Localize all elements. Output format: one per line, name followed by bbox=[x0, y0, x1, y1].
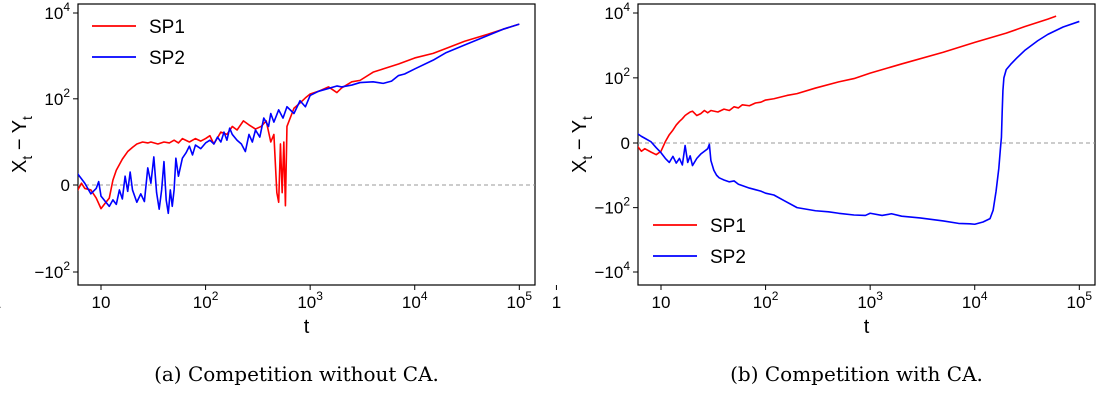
figure-caption: (a) Competition without CA. bbox=[154, 362, 439, 386]
legend-label-sp1: SP1 bbox=[710, 216, 746, 237]
panel-b: 1 10 102 103 104 105 104 102 0 −102 −104 t Xt − Yt SP… bbox=[552, 0, 1096, 386]
y-tick-label: −102 bbox=[34, 259, 70, 282]
plot-frame bbox=[637, 3, 1096, 286]
y-tick-label: 102 bbox=[44, 86, 70, 109]
x-tick-label: 10 bbox=[92, 293, 111, 312]
x-tick-label: 102 bbox=[193, 289, 219, 312]
legend-label-sp1: SP1 bbox=[149, 17, 185, 38]
x-axis-label: t bbox=[864, 316, 870, 338]
y-tick-label: −102 bbox=[594, 195, 630, 218]
y-tick-label: 104 bbox=[604, 0, 630, 23]
y-axis-label: Xt − Yt bbox=[9, 116, 35, 173]
y-tick-label: 104 bbox=[44, 0, 70, 23]
y-tick-label: 0 bbox=[621, 134, 630, 153]
y-tick-label: 102 bbox=[604, 65, 630, 88]
x-tick-label: 105 bbox=[507, 289, 533, 312]
x-tick-label: 1 bbox=[0, 293, 1, 312]
plot-frame bbox=[77, 3, 536, 286]
y-tick-label: −104 bbox=[594, 259, 630, 282]
x-tick-label: 1 bbox=[552, 293, 561, 312]
x-tick-label: 10 bbox=[652, 293, 671, 312]
series-line-sp2 bbox=[78, 23, 520, 215]
x-tick-label: 104 bbox=[402, 289, 428, 312]
x-tick-label: 103 bbox=[857, 289, 883, 312]
x-tick-label: 102 bbox=[753, 289, 779, 312]
x-tick-label: 104 bbox=[962, 289, 988, 312]
panel-a: 1 10 102 103 104 105 104 102 0 −102 t Xt − Yt SP1 SP2… bbox=[0, 0, 536, 386]
x-axis-label: t bbox=[304, 316, 310, 338]
legend-label-sp2: SP2 bbox=[710, 247, 746, 268]
series-line-sp1 bbox=[638, 15, 1057, 156]
legend-label-sp2: SP2 bbox=[149, 48, 185, 69]
figure-caption: (b) Competition with CA. bbox=[730, 362, 983, 386]
x-tick-label: 103 bbox=[297, 289, 323, 312]
y-tick-label: 0 bbox=[61, 176, 70, 195]
series-line-sp2 bbox=[638, 20, 1080, 226]
y-axis-label: Xt − Yt bbox=[569, 116, 595, 173]
x-tick-label: 105 bbox=[1067, 289, 1093, 312]
